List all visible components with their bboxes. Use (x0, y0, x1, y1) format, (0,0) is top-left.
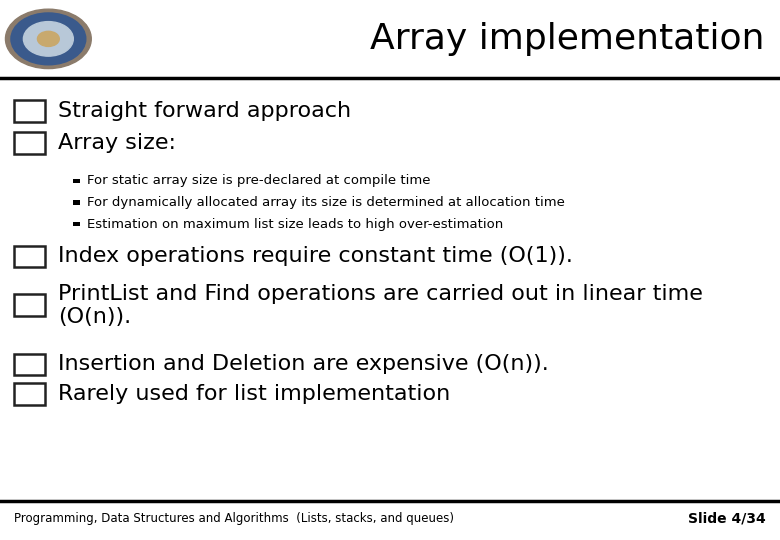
Circle shape (23, 22, 73, 56)
Text: Estimation on maximum list size leads to high over-estimation: Estimation on maximum list size leads to… (87, 218, 504, 231)
Text: Array size:: Array size: (58, 133, 176, 153)
Text: For static array size is pre-declared at compile time: For static array size is pre-declared at… (87, 174, 431, 187)
FancyBboxPatch shape (73, 222, 80, 226)
FancyBboxPatch shape (14, 246, 45, 267)
FancyBboxPatch shape (73, 200, 80, 205)
Text: Rarely used for list implementation: Rarely used for list implementation (58, 384, 451, 404)
Circle shape (37, 31, 59, 46)
Text: Straight forward approach: Straight forward approach (58, 100, 352, 121)
Text: PrintList and Find operations are carried out in linear time
(O(n)).: PrintList and Find operations are carrie… (58, 284, 704, 327)
FancyBboxPatch shape (73, 179, 80, 183)
Circle shape (5, 9, 91, 69)
FancyBboxPatch shape (14, 354, 45, 375)
Circle shape (11, 13, 86, 65)
FancyBboxPatch shape (14, 100, 45, 122)
Text: Index operations require constant time (O(1)).: Index operations require constant time (… (58, 246, 573, 267)
FancyBboxPatch shape (14, 294, 45, 316)
Text: Slide 4/34: Slide 4/34 (688, 511, 766, 525)
FancyBboxPatch shape (14, 383, 45, 405)
Text: For dynamically allocated array its size is determined at allocation time: For dynamically allocated array its size… (87, 196, 566, 209)
FancyBboxPatch shape (14, 132, 45, 154)
Text: Programming, Data Structures and Algorithms  (Lists, stacks, and queues): Programming, Data Structures and Algorit… (14, 512, 454, 525)
Text: Array implementation: Array implementation (370, 22, 764, 56)
Text: Insertion and Deletion are expensive (O(n)).: Insertion and Deletion are expensive (O(… (58, 354, 549, 375)
